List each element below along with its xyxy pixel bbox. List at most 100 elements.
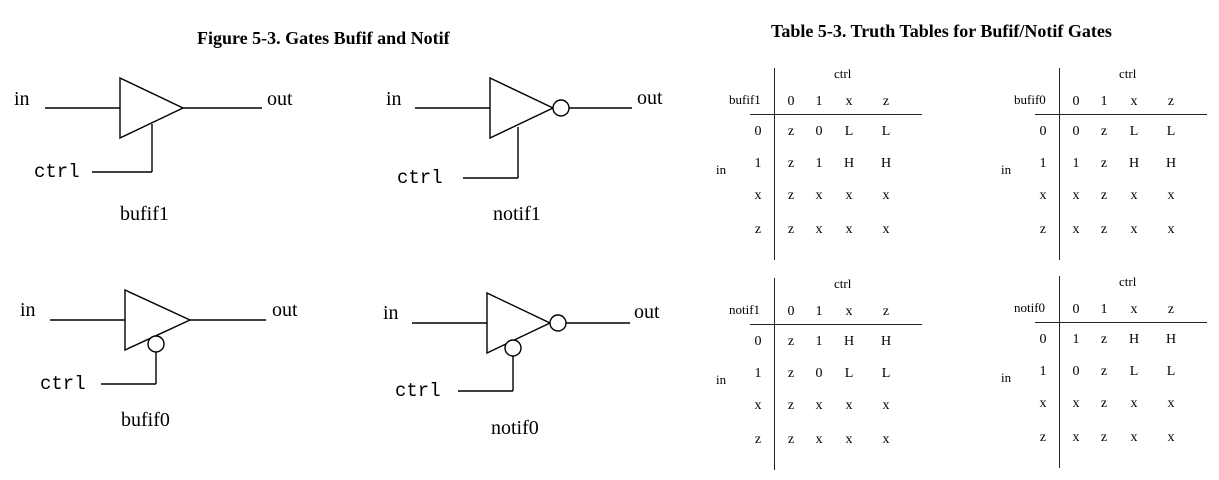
- ctrl-header: ctrl: [834, 66, 852, 81]
- table-cell: x: [882, 222, 890, 237]
- table-title: Table 5-3. Truth Tables for Bufif/Notif …: [771, 21, 1112, 41]
- table-cell: x: [882, 432, 890, 447]
- column-header: x: [1130, 302, 1138, 317]
- table-cell: L: [881, 366, 891, 381]
- figure-title: Figure 5-3. Gates Bufif and Notif: [197, 28, 450, 48]
- table-cell: H: [880, 156, 892, 171]
- table-cell: x: [845, 398, 853, 413]
- in-row-label: in: [1001, 370, 1012, 385]
- notif0-in-label: in: [383, 302, 399, 324]
- bufif1-in-label: in: [14, 88, 30, 110]
- table-cell: z: [1100, 332, 1108, 347]
- table-cell: 1: [1072, 156, 1080, 171]
- column-header: z: [1167, 302, 1175, 317]
- table-cell: L: [881, 124, 891, 139]
- gate-name-header: bufif1: [729, 92, 761, 107]
- table-cell: H: [880, 334, 892, 349]
- table-header-rule: [1035, 114, 1207, 115]
- table-header-rule: [750, 114, 922, 115]
- row-header: 1: [1039, 156, 1047, 171]
- column-header: x: [1130, 94, 1138, 109]
- row-header: z: [1039, 430, 1047, 445]
- table-cell: x: [1167, 430, 1175, 445]
- table-cell: z: [787, 432, 795, 447]
- table-cell: H: [843, 156, 855, 171]
- row-header: x: [754, 398, 762, 413]
- notif0-out-label: out: [634, 301, 660, 323]
- table-cell: x: [1130, 430, 1138, 445]
- bufif0-ctrl-label: ctrl: [40, 373, 86, 395]
- gate-name-header: bufif0: [1014, 92, 1046, 107]
- table-cell: z: [1100, 430, 1108, 445]
- row-header: x: [1039, 396, 1047, 411]
- bufif0-in-label: in: [20, 299, 36, 321]
- ctrl-header: ctrl: [834, 276, 852, 291]
- table-cell: L: [844, 124, 854, 139]
- bufif1-gate-name: bufif1: [120, 203, 169, 225]
- bufif1-out-label: out: [267, 88, 293, 110]
- table-cell: 1: [815, 334, 823, 349]
- table-cell: L: [1129, 364, 1139, 379]
- column-header: 1: [815, 304, 823, 319]
- row-header: 1: [754, 156, 762, 171]
- row-header: z: [754, 432, 762, 447]
- in-row-label: in: [716, 162, 727, 177]
- notif1-gate-name: notif1: [493, 203, 541, 225]
- notif1-ctrl-label: ctrl: [397, 167, 443, 189]
- table-cell: 1: [815, 156, 823, 171]
- table-cell: x: [845, 432, 853, 447]
- table-cell: x: [1130, 396, 1138, 411]
- ctrl-header: ctrl: [1119, 274, 1137, 289]
- buffer-triangle-symbol: [119, 76, 185, 140]
- column-header: 1: [1100, 94, 1108, 109]
- table-cell: L: [1166, 124, 1176, 139]
- row-header: 0: [1039, 124, 1047, 139]
- table-cell: x: [1130, 188, 1138, 203]
- table-cell: x: [1167, 188, 1175, 203]
- row-header: z: [1039, 222, 1047, 237]
- table-vertical-rule: [1059, 276, 1060, 468]
- table-cell: x: [845, 188, 853, 203]
- gate-bufif0: [50, 288, 266, 385]
- notif0-ctrl-label: ctrl: [395, 380, 441, 402]
- row-header: 1: [754, 366, 762, 381]
- table-cell: x: [1130, 222, 1138, 237]
- column-header: 1: [815, 94, 823, 109]
- table-cell: L: [1166, 364, 1176, 379]
- gate-name-header: notif1: [729, 302, 761, 317]
- table-cell: z: [787, 398, 795, 413]
- column-header: 0: [787, 94, 795, 109]
- table-cell: H: [1165, 332, 1177, 347]
- table-vertical-rule: [774, 278, 775, 470]
- table-cell: z: [1100, 222, 1108, 237]
- bufif1-ctrl-label: ctrl: [34, 161, 80, 183]
- column-header: 0: [1072, 94, 1080, 109]
- table-cell: 0: [1072, 124, 1080, 139]
- ctrl-header: ctrl: [1119, 66, 1137, 81]
- inversion-bubble: [552, 99, 570, 117]
- table-cell: x: [1167, 222, 1175, 237]
- table-cell: x: [815, 398, 823, 413]
- table-header-rule: [750, 324, 922, 325]
- table-cell: x: [882, 188, 890, 203]
- column-header: 1: [1100, 302, 1108, 317]
- table-cell: x: [1072, 396, 1080, 411]
- row-header: 0: [754, 334, 762, 349]
- gate-bufif1: [45, 76, 262, 173]
- table-cell: x: [815, 432, 823, 447]
- table-cell: x: [845, 222, 853, 237]
- table-vertical-rule: [774, 68, 775, 260]
- table-cell: L: [844, 366, 854, 381]
- table-cell: x: [1072, 188, 1080, 203]
- table-cell: x: [815, 222, 823, 237]
- row-header: 1: [1039, 364, 1047, 379]
- in-row-label: in: [1001, 162, 1012, 177]
- table-cell: z: [787, 222, 795, 237]
- inverter-triangle-symbol: [489, 76, 555, 140]
- active-low-bubble: [147, 335, 165, 353]
- table-cell: H: [1128, 332, 1140, 347]
- notif0-gate-name: notif0: [491, 417, 539, 439]
- row-header: x: [754, 188, 762, 203]
